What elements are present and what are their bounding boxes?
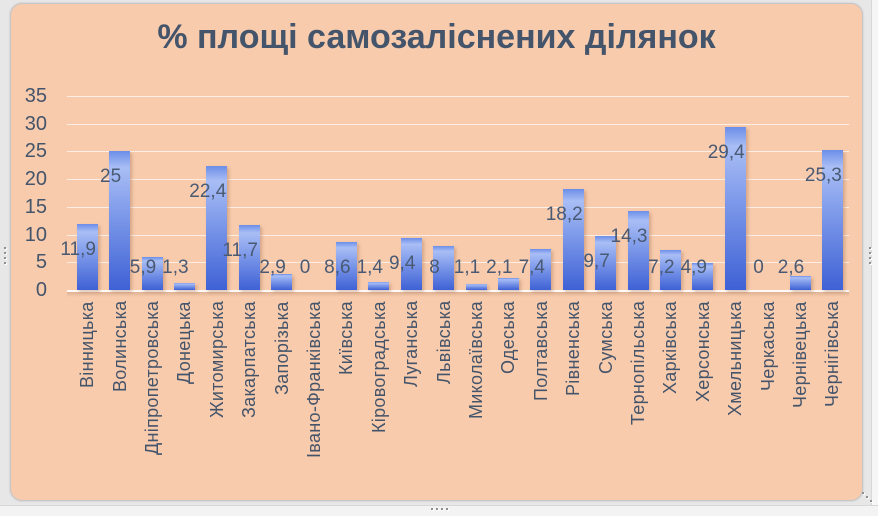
- resize-handle-right[interactable]: [866, 244, 873, 266]
- data-label: 25,3: [804, 164, 842, 186]
- x-axis-label: Житомирська: [206, 301, 227, 419]
- bar-Донецька[interactable]: [173, 282, 195, 290]
- x-axis-label: Харківська: [660, 301, 681, 394]
- x-axis-label: Чернігівська: [822, 301, 843, 408]
- bar-Одеська[interactable]: [497, 278, 519, 290]
- x-axis-label: Черкаська: [757, 301, 778, 391]
- bar-Кіровоградська[interactable]: [368, 282, 390, 290]
- x-axis-label: Чернівецька: [790, 301, 810, 408]
- gridline: [67, 151, 849, 153]
- bar-Чернівецька[interactable]: [789, 275, 811, 290]
- gridline: [67, 206, 849, 208]
- x-axis-label: Закарпатська: [239, 301, 260, 418]
- data-label: 14,3: [610, 225, 648, 247]
- data-label: 2,6: [777, 257, 805, 278]
- data-label: 9,7: [583, 251, 610, 273]
- y-axis-tick-label: 15: [24, 195, 47, 218]
- data-label: 0: [753, 257, 764, 278]
- x-axis-label: Київська: [336, 301, 357, 375]
- bar-Харківська[interactable]: [659, 250, 681, 290]
- x-axis-label: Волинська: [109, 301, 130, 393]
- x-axis-label: Полтавська: [530, 301, 551, 402]
- bar-Чернігівська[interactable]: [821, 149, 843, 290]
- y-axis-tick-label: 5: [35, 251, 47, 274]
- x-axis-label: Запорізька: [271, 301, 292, 395]
- bar-Тернопільська[interactable]: [627, 210, 649, 290]
- data-label: 2,1: [486, 257, 513, 278]
- data-label: 29,4: [707, 142, 745, 164]
- data-label: 18,2: [545, 204, 583, 226]
- x-axis-label: Хмельницька: [725, 301, 746, 416]
- y-axis-tick-label: 10: [24, 223, 47, 246]
- x-axis-label: Донецька: [174, 301, 195, 384]
- x-axis-label: Херсонська: [692, 301, 713, 402]
- bar-Волинська[interactable]: [109, 151, 131, 290]
- chart-title: % площі самозаліснених ділянок: [157, 18, 716, 56]
- data-label: 7,4: [518, 257, 545, 278]
- page-right-margin: [871, 0, 878, 516]
- y-axis-tick-label: 0: [35, 279, 47, 301]
- x-axis-label: Івано-Франківська: [304, 301, 324, 458]
- resize-handle-corner[interactable]: [862, 492, 872, 502]
- x-axis-label: Кіровоградська: [368, 301, 389, 433]
- gridline: [67, 262, 849, 264]
- data-label: 1,1: [453, 257, 481, 278]
- x-axis-label: Тернопільська: [628, 301, 648, 426]
- x-axis-label: Сумська: [595, 301, 616, 374]
- data-label: 7,2: [648, 257, 675, 278]
- y-axis-tick-label: 20: [24, 168, 47, 191]
- data-label: 0: [299, 257, 311, 278]
- gridline: [67, 234, 849, 236]
- data-label: 1,4: [356, 257, 383, 278]
- x-axis-label: Дніпропетровська: [142, 301, 162, 456]
- data-label: 11,9: [60, 239, 96, 261]
- x-axis-label: Луганська: [401, 301, 422, 388]
- data-label: 22,4: [189, 180, 227, 202]
- data-label: 2,9: [259, 257, 286, 278]
- x-axis-label: Вінницька: [77, 301, 98, 388]
- bar-Вінницька[interactable]: [76, 224, 98, 290]
- bar-Рівненська[interactable]: [562, 189, 584, 290]
- bar-Дніпропетровська[interactable]: [141, 257, 163, 290]
- data-label: 9,4: [388, 252, 416, 274]
- bar-Закарпатська[interactable]: [238, 225, 260, 290]
- data-label: 5,9: [129, 257, 157, 278]
- bar-Хмельницька[interactable]: [724, 127, 746, 290]
- data-label: 8,6: [324, 257, 351, 278]
- x-axis-line: [67, 290, 849, 292]
- gridline: [67, 179, 849, 181]
- page-bottom-margin: [0, 505, 878, 516]
- bar-Житомирська[interactable]: [206, 165, 228, 290]
- y-axis-tick-label: 30: [24, 112, 47, 135]
- bar-Сумська[interactable]: [595, 236, 617, 290]
- x-axis-label: Миколаївська: [466, 301, 486, 419]
- gridline: [67, 123, 849, 125]
- axis-shadow: [67, 292, 849, 297]
- bar-Луганська[interactable]: [400, 237, 422, 290]
- x-axis-label: Львівська: [433, 301, 454, 385]
- x-axis-label: Одеська: [498, 301, 519, 374]
- data-label: 25: [100, 166, 122, 188]
- bar-Львівська[interactable]: [433, 245, 455, 290]
- data-label: 11,7: [222, 240, 258, 262]
- data-label: 8: [429, 257, 440, 278]
- resize-handle-bottom[interactable]: [427, 505, 451, 513]
- y-axis-tick-label: 25: [24, 140, 47, 163]
- bar-Запорізька[interactable]: [271, 273, 293, 290]
- resize-handle-left[interactable]: [1, 244, 8, 266]
- y-axis-tick-label: 35: [24, 85, 47, 107]
- bar-Херсонська[interactable]: [692, 262, 714, 290]
- bar-Миколаївська[interactable]: [465, 283, 487, 290]
- plot-area: 0 5 10 15 20 25 30 35 11,9 Вінницька 25 Волинська 5,…: [11, 4, 862, 500]
- x-axis-label: Рівненська: [563, 301, 584, 397]
- chart-object[interactable]: % площі самозаліснених ділянок 0 5 10 15 20 2…: [10, 3, 863, 501]
- gridline: [67, 96, 849, 97]
- bar-Полтавська[interactable]: [530, 248, 552, 290]
- data-label: 4,9: [680, 257, 707, 278]
- data-label: 1,3: [162, 257, 189, 278]
- bar-Київська[interactable]: [335, 242, 357, 290]
